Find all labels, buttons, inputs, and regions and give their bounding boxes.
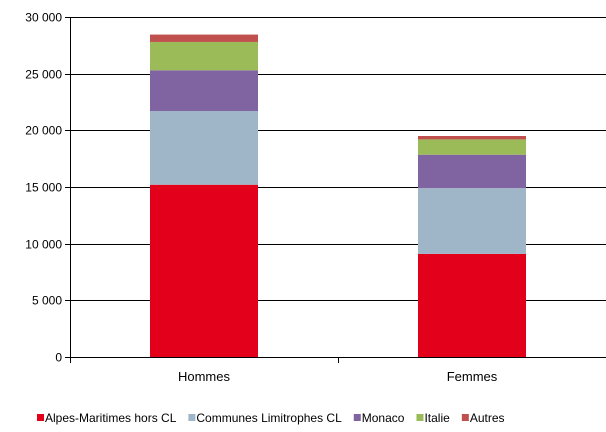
bar-segment-hommes-5 [150, 34, 258, 42]
bars [150, 34, 526, 357]
legend-swatch [353, 414, 361, 421]
bar-segment-femmes-4 [418, 139, 526, 155]
x-tick-label: Femmes [447, 369, 498, 384]
y-tick-label: 25 000 [25, 68, 62, 82]
bar-segment-hommes-4 [150, 41, 258, 71]
bar-segment-hommes-2 [150, 111, 258, 185]
bar-segment-hommes-3 [150, 70, 258, 112]
legend-label: Communes Limitrophes CL [196, 411, 342, 425]
legend-label: Autres [470, 411, 505, 425]
legend-label: Alpes-Maritimes hors CL [45, 411, 177, 425]
y-tick-label: 5 000 [32, 294, 62, 308]
bar-segment-femmes-5 [418, 136, 526, 140]
y-tick-label: 15 000 [25, 181, 62, 195]
y-tick-label: 20 000 [25, 124, 62, 138]
y-tick-label: 10 000 [25, 238, 62, 252]
legend-swatch [188, 414, 196, 421]
bar-segment-hommes-1 [150, 184, 258, 357]
legend-swatch [461, 414, 469, 421]
legend-label: Italie [424, 411, 450, 425]
x-tick-label: Hommes [178, 369, 231, 384]
legend-swatch [416, 414, 424, 421]
y-tick-label: 30 000 [25, 11, 62, 25]
axes: Hommes Femmes 0 5 000 10 000 15 000 20 000 25 0… [25, 11, 606, 384]
y-tick-label: 0 [55, 351, 62, 365]
bar-segment-femmes-1 [418, 253, 526, 357]
legend-label: Monaco [362, 411, 405, 425]
bar-segment-femmes-3 [418, 154, 526, 189]
legend: Alpes-Maritimes hors CL Communes Limitrop… [37, 411, 505, 425]
bar-segment-femmes-2 [418, 188, 526, 254]
legend-swatch [37, 414, 44, 421]
